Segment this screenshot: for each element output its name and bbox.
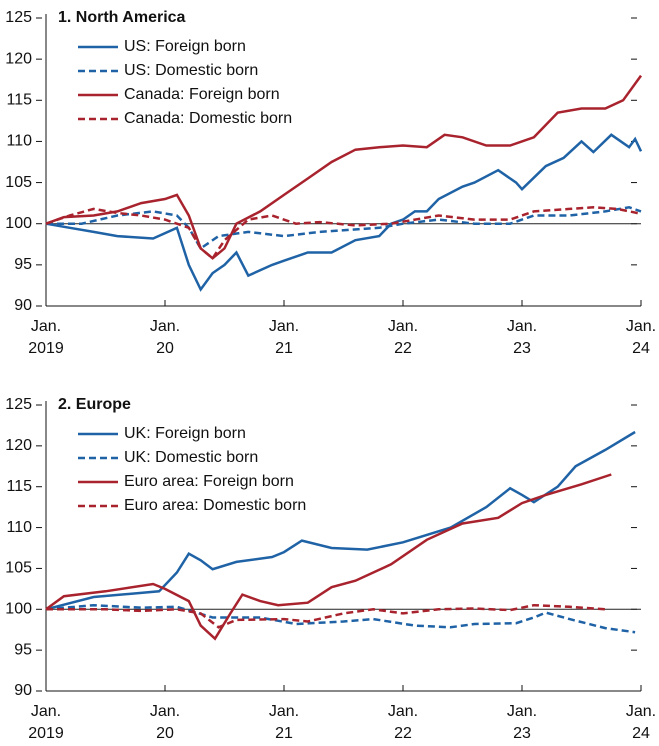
legend-label: US: Domestic born xyxy=(124,62,258,79)
series-line xyxy=(45,473,612,641)
x-tick-label: Jan. 20 xyxy=(149,318,181,357)
y-tick-label: 95 xyxy=(14,641,32,658)
y-tick-label: 125 xyxy=(5,9,32,26)
series-line xyxy=(45,430,636,611)
legend-label: Canada: Foreign born xyxy=(124,86,280,103)
y-tick-label: 100 xyxy=(5,601,32,618)
x-tick-label: Jan. 23 xyxy=(506,703,538,742)
y-tick-label: 90 xyxy=(14,297,32,314)
x-tick-label: Jan. 24 xyxy=(625,703,657,742)
series-line xyxy=(45,206,642,261)
legend-label: Euro area: Foreign born xyxy=(124,473,294,490)
chart-title: 1. North America xyxy=(58,9,186,26)
legend-label: Canada: Domestic born xyxy=(124,110,292,127)
y-tick-label: 90 xyxy=(14,682,32,699)
x-tick-label: Jan. 21 xyxy=(268,318,300,357)
series-line xyxy=(45,133,643,292)
x-tick-label: Jan. 22 xyxy=(387,703,419,742)
x-tick-label: Jan. 2019 xyxy=(28,703,64,742)
y-tick-label: 100 xyxy=(5,215,32,232)
legend-label: UK: Foreign born xyxy=(124,425,246,442)
series-line xyxy=(46,603,606,629)
x-tick-label: Jan. 21 xyxy=(268,703,300,742)
x-tick-label: Jan. 24 xyxy=(625,318,657,357)
legend-label: Euro area: Domestic born xyxy=(124,497,306,514)
series-line xyxy=(45,74,643,260)
y-tick-label: 105 xyxy=(5,174,32,191)
x-tick-label: Jan. 20 xyxy=(149,703,181,742)
x-tick-label: Jan. 23 xyxy=(506,318,538,357)
series-line xyxy=(46,206,642,251)
legend-label: US: Foreign born xyxy=(124,38,246,55)
y-tick-label: 115 xyxy=(6,92,32,109)
y-tick-label: 115 xyxy=(6,478,32,495)
series-line xyxy=(45,603,636,634)
chart-title: 2. Europe xyxy=(58,396,131,413)
y-tick-label: 105 xyxy=(5,560,32,577)
y-tick-label: 120 xyxy=(5,437,32,454)
y-tick-label: 110 xyxy=(6,519,32,536)
x-tick-label: Jan. 22 xyxy=(387,318,419,357)
y-tick-label: 125 xyxy=(5,396,32,413)
y-tick-label: 95 xyxy=(14,256,32,273)
y-tick-label: 120 xyxy=(5,50,32,67)
legend-label: UK: Domestic born xyxy=(124,449,258,466)
y-tick-label: 110 xyxy=(6,133,32,150)
x-tick-label: Jan. 2019 xyxy=(28,318,64,357)
